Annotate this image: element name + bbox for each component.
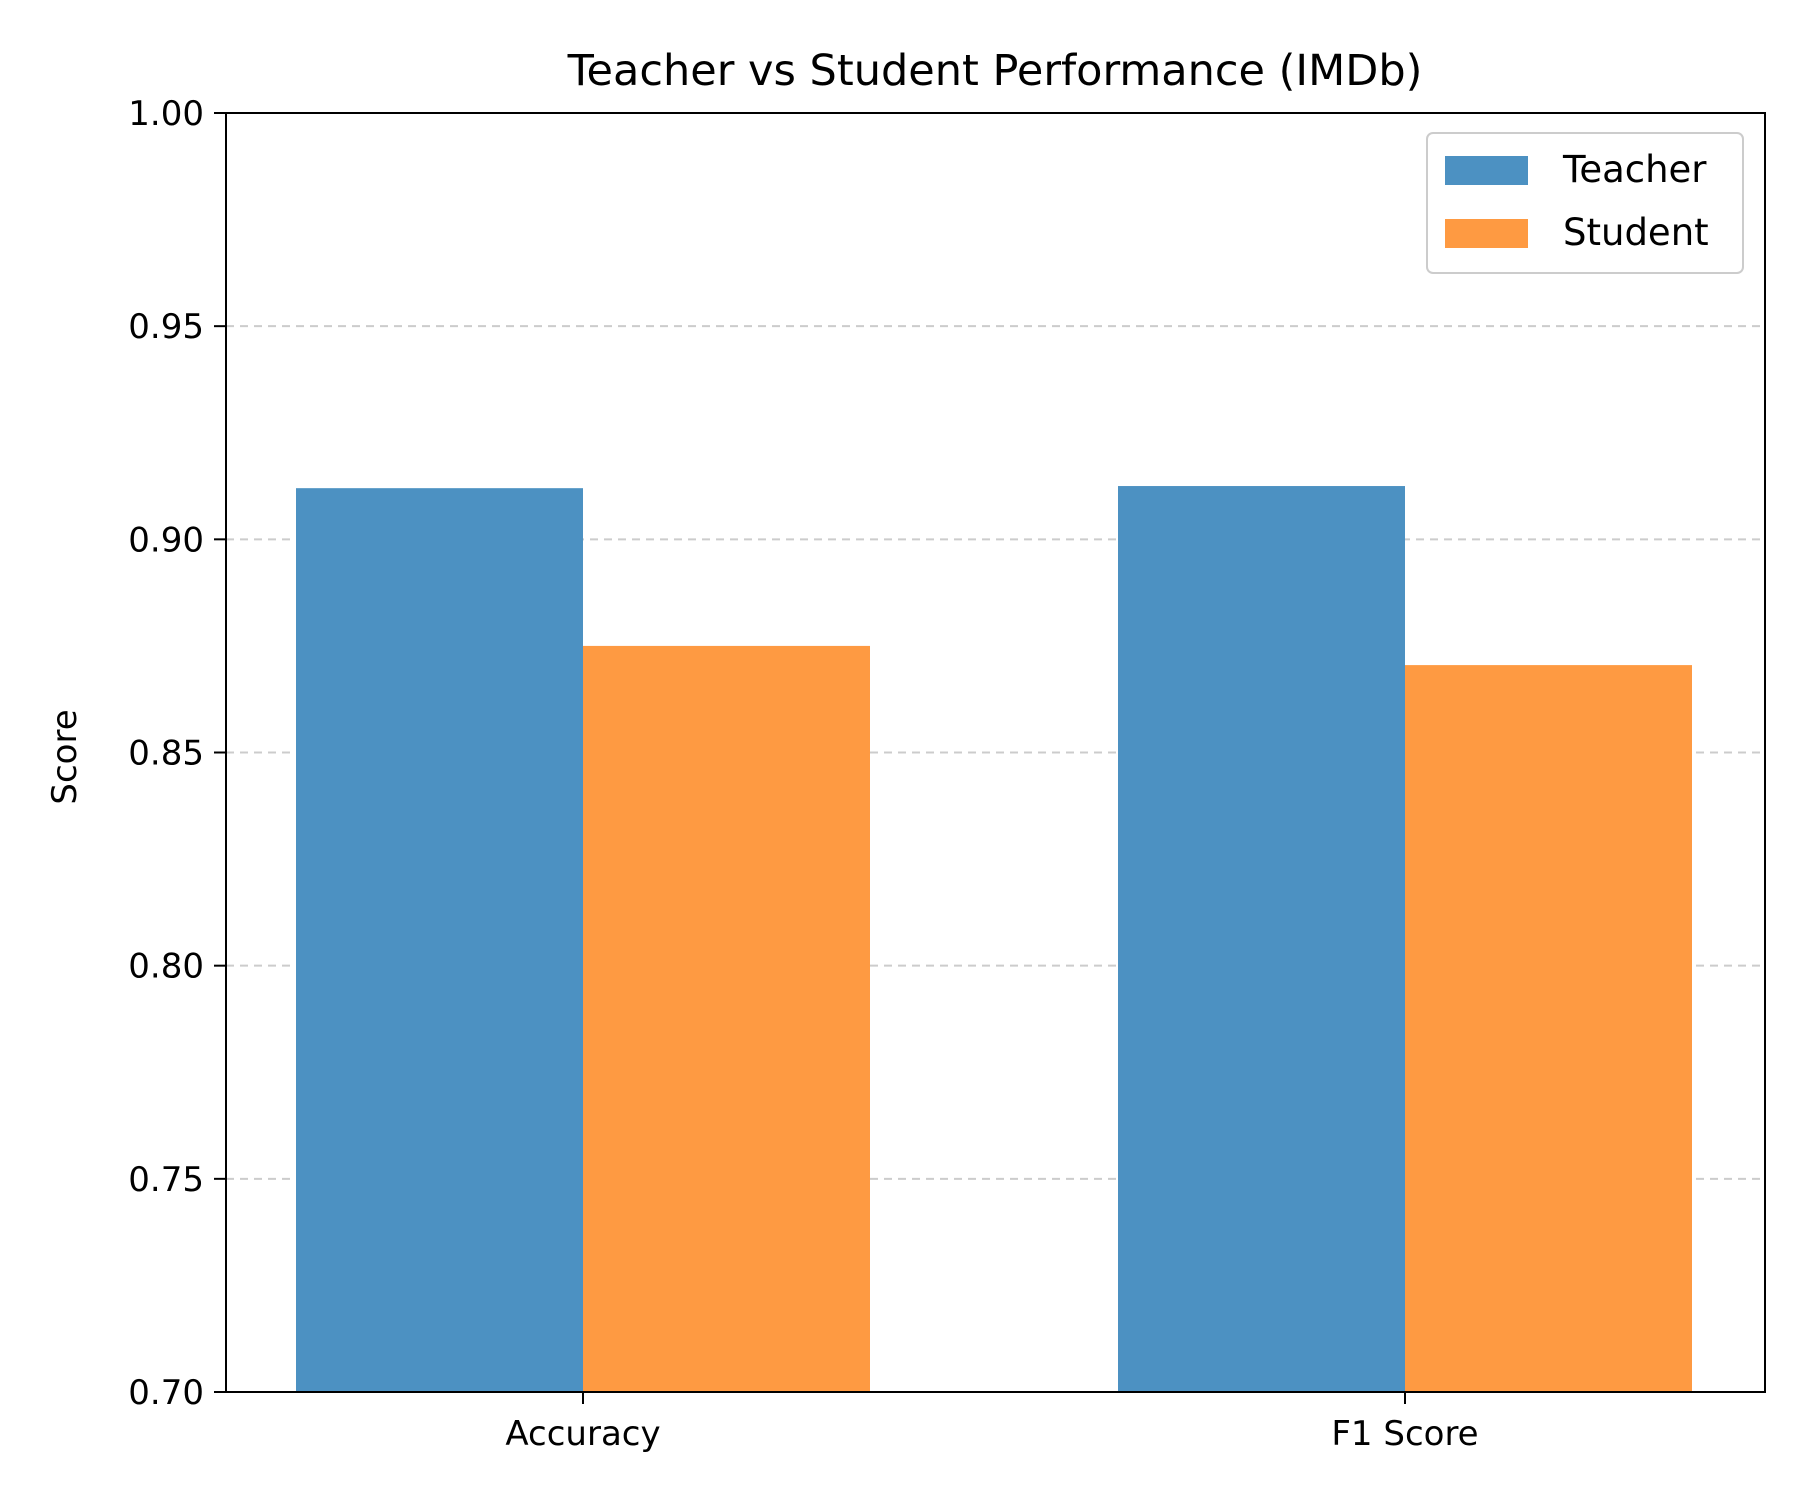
chart-title: Teacher vs Student Performance (IMDb) — [567, 46, 1423, 96]
bars — [296, 486, 1692, 1393]
legend-swatch-teacher — [1445, 156, 1528, 185]
legend-label-teacher: Teacher — [1562, 148, 1707, 191]
legend-swatch-student — [1445, 219, 1528, 248]
x-tick-label: F1 Score — [1331, 1414, 1478, 1454]
bar-student-accuracy — [583, 645, 870, 1392]
y-tick-label: 0.70 — [128, 1373, 204, 1413]
bar-teacher-f1-score — [1118, 486, 1405, 1393]
axes — [214, 112, 1766, 1404]
tick-labels: 0.70 0.75 0.80 0.85 0.90 0.95 1.00 Accuracy F1 S… — [128, 94, 1478, 1454]
y-axis-label: Score — [45, 709, 85, 804]
y-tick-label: 1.00 — [128, 94, 204, 134]
y-tick-label: 0.80 — [128, 947, 204, 987]
x-tick-label: Accuracy — [505, 1414, 660, 1454]
y-tick-label: 0.75 — [128, 1160, 204, 1200]
legend[interactable]: Teacher Student — [1426, 132, 1744, 274]
y-tick-label: 0.90 — [128, 520, 204, 560]
plot-frame — [225, 112, 1766, 1393]
y-tick-label: 0.95 — [128, 307, 204, 347]
bar-student-f1-score — [1405, 665, 1692, 1392]
y-tick-label: 0.85 — [128, 734, 204, 774]
bar-teacher-accuracy — [296, 488, 583, 1392]
legend-label-student: Student — [1563, 211, 1709, 254]
